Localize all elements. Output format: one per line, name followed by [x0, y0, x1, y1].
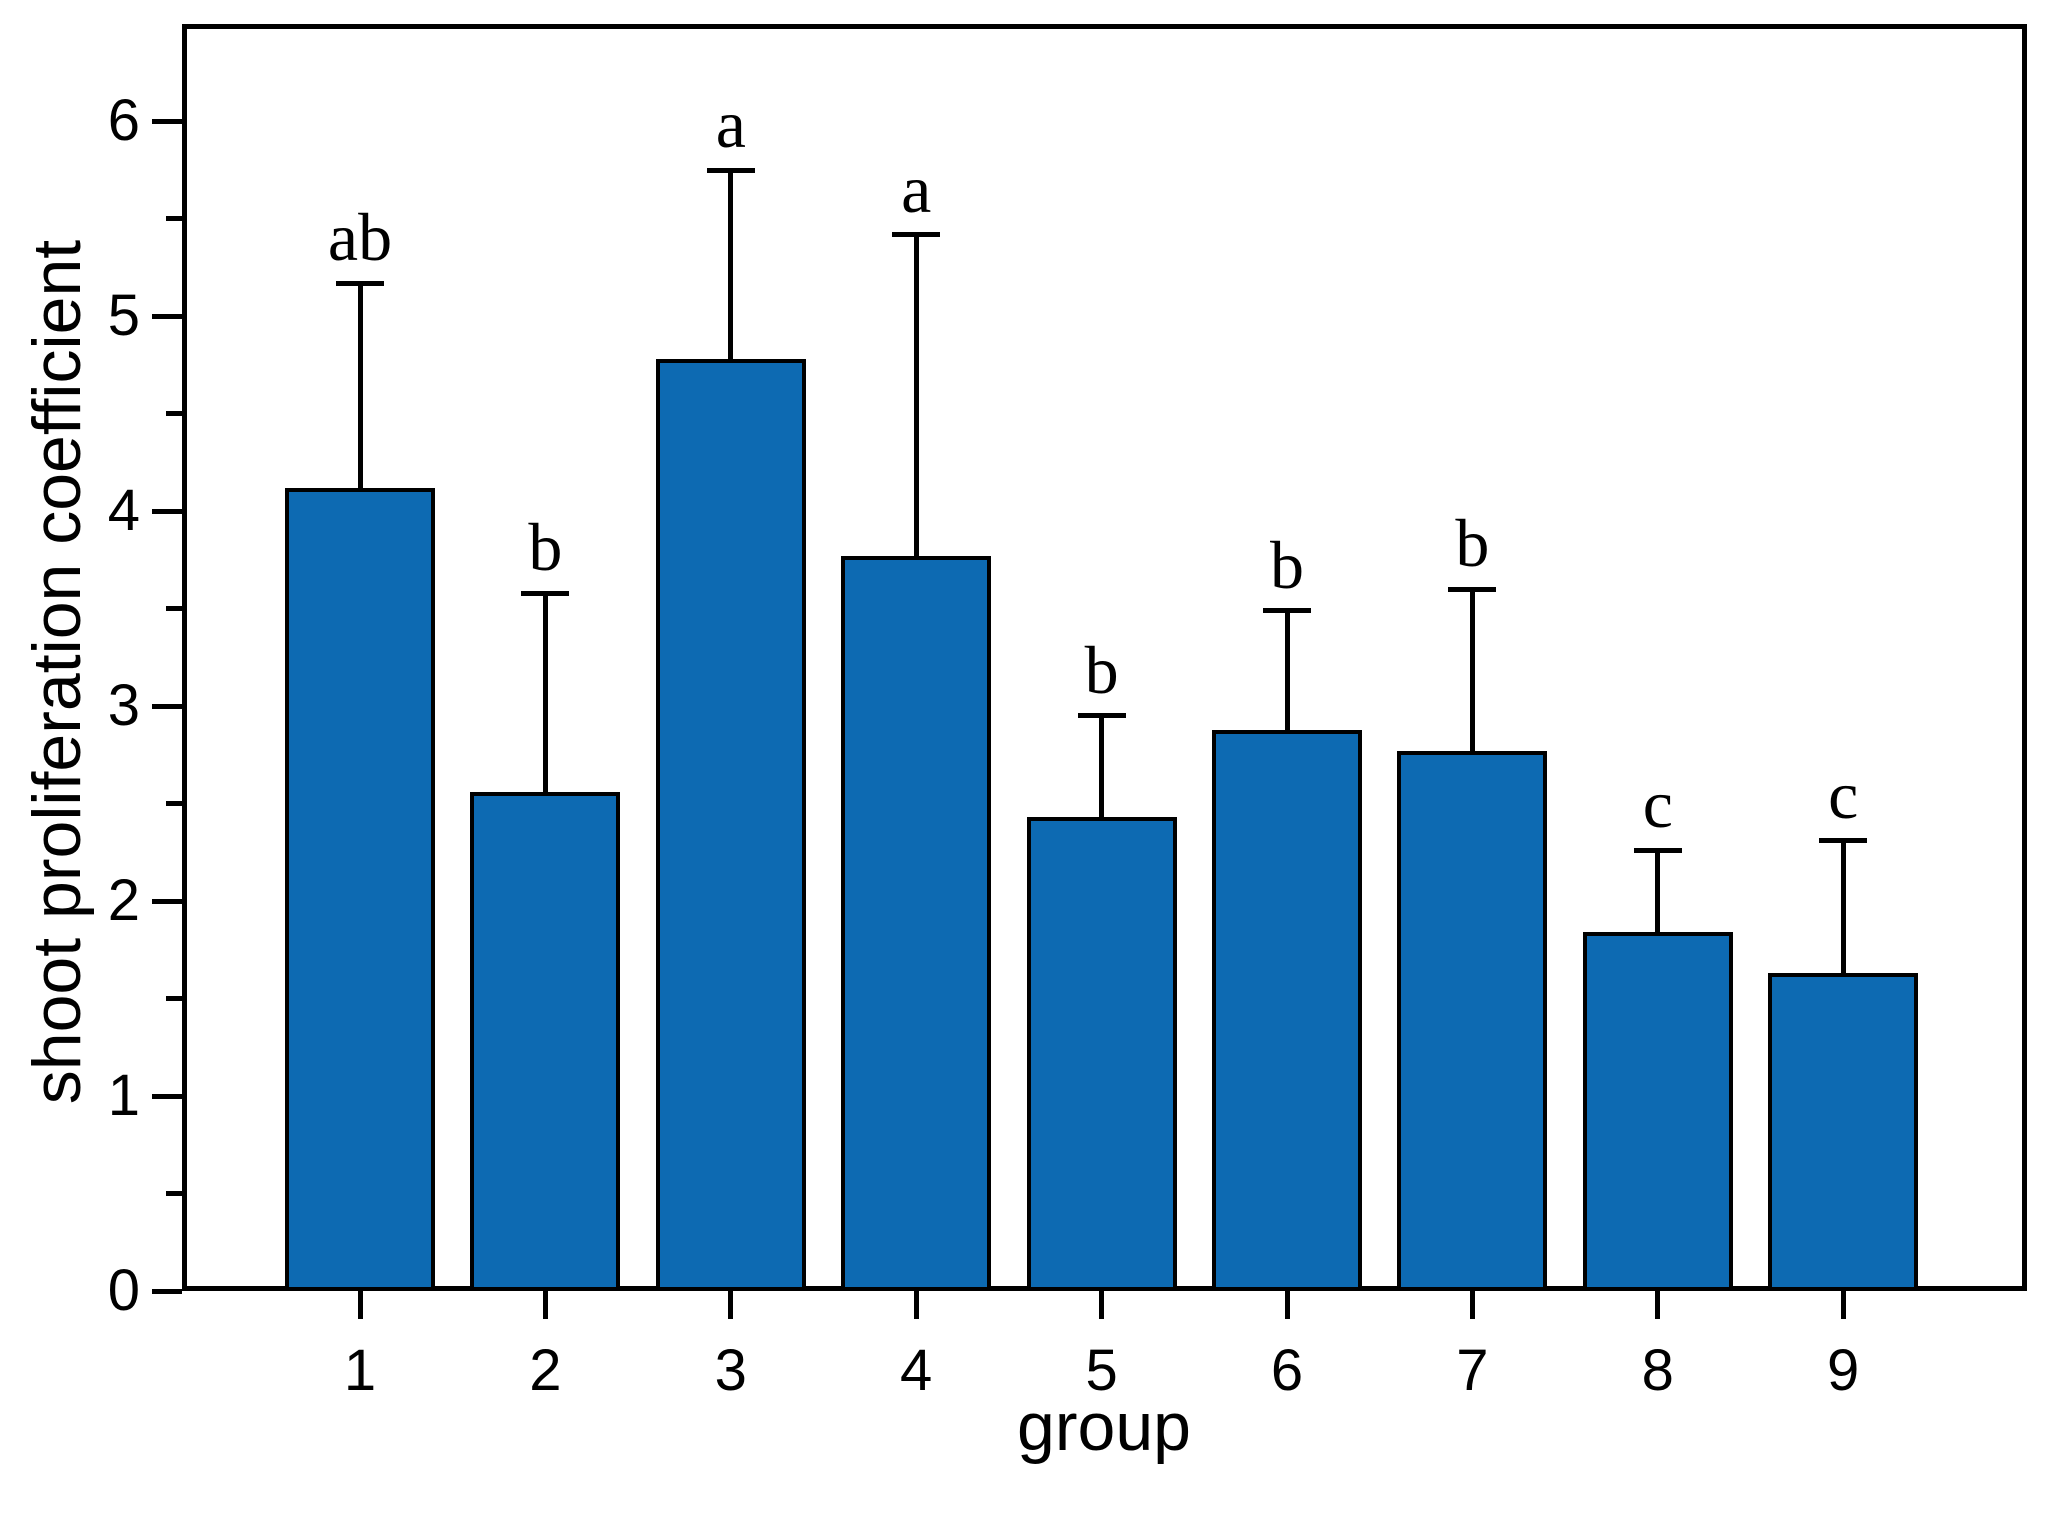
x-tick: [1469, 1291, 1475, 1319]
y-minor-tick: [166, 996, 182, 1002]
y-tick-label: 1: [107, 1063, 140, 1129]
x-tick: [1099, 1291, 1105, 1319]
x-tick: [913, 1291, 919, 1319]
significance-letter: a: [901, 150, 932, 227]
y-tick-label: 6: [107, 88, 140, 154]
y-major-tick: [152, 898, 182, 904]
error-bar-line: [1469, 589, 1475, 756]
x-tick-label: 6: [1270, 1338, 1304, 1403]
y-minor-tick: [166, 411, 182, 417]
bar: [841, 556, 992, 1291]
x-tick: [1284, 1291, 1290, 1319]
y-minor-tick: [166, 801, 182, 807]
y-major-tick: [152, 508, 182, 514]
error-bar-line: [1284, 610, 1290, 734]
significance-letter: ab: [327, 199, 393, 276]
y-minor-tick: [166, 606, 182, 612]
x-tick-label: 2: [529, 1338, 562, 1403]
bar: [655, 359, 806, 1291]
y-major-tick: [152, 118, 182, 124]
y-tick-label: 3: [107, 673, 140, 739]
bar: [470, 791, 621, 1291]
x-tick: [1840, 1291, 1846, 1319]
y-tick-label: 5: [107, 283, 140, 349]
x-tick-label: 1: [343, 1338, 377, 1403]
error-bar-line: [1099, 715, 1105, 822]
y-minor-tick: [166, 1191, 182, 1197]
x-tick: [1655, 1291, 1661, 1319]
x-tick-label: 4: [900, 1338, 933, 1403]
bar: [1768, 973, 1919, 1291]
bar: [1212, 729, 1362, 1291]
error-bar-cap: [521, 590, 570, 596]
y-axis-title: shoot proliferation coefficient: [19, 239, 95, 1105]
y-major-tick: [152, 1288, 182, 1294]
x-tick: [728, 1291, 734, 1319]
x-tick-label: 8: [1641, 1338, 1674, 1403]
error-bar-cap: [336, 280, 384, 286]
y-major-tick: [152, 313, 182, 319]
error-bar-cap: [1633, 847, 1682, 853]
significance-letter: b: [528, 509, 563, 586]
significance-letter: b: [1084, 631, 1119, 708]
bar: [285, 487, 435, 1291]
error-bar-line: [357, 283, 363, 492]
error-bar-line: [913, 234, 919, 561]
error-bar-cap: [706, 167, 755, 173]
error-bar-cap: [1448, 586, 1497, 592]
y-minor-tick: [166, 216, 182, 222]
significance-letter: b: [1270, 526, 1304, 603]
x-axis-title: group: [1017, 1389, 1191, 1465]
significance-letter: c: [1828, 756, 1859, 833]
error-bar-cap: [1077, 713, 1126, 719]
error-bar-cap: [1263, 608, 1311, 614]
x-tick-label: 7: [1456, 1338, 1489, 1403]
x-tick: [357, 1291, 363, 1319]
x-tick: [542, 1291, 548, 1319]
error-bar-line: [542, 593, 548, 796]
significance-letter: c: [1642, 766, 1673, 843]
x-tick-label: 3: [714, 1338, 747, 1403]
x-tick-label: 5: [1085, 1338, 1118, 1403]
significance-letter: a: [715, 86, 746, 163]
bar: [1397, 751, 1548, 1291]
error-bar-line: [728, 170, 734, 364]
significance-letter: b: [1455, 505, 1490, 582]
y-major-tick: [152, 1093, 182, 1099]
y-tick-label: 0: [107, 1258, 140, 1323]
bar: [1026, 817, 1177, 1291]
y-tick-label: 2: [107, 868, 140, 934]
y-major-tick: [152, 703, 182, 709]
error-bar-cap: [1819, 838, 1868, 844]
bar: [1582, 932, 1733, 1291]
error-bar-cap: [892, 232, 941, 238]
y-tick-label: 4: [107, 478, 140, 544]
error-bar-line: [1655, 850, 1661, 937]
x-tick-label: 9: [1827, 1338, 1860, 1403]
error-bar-line: [1840, 840, 1846, 978]
